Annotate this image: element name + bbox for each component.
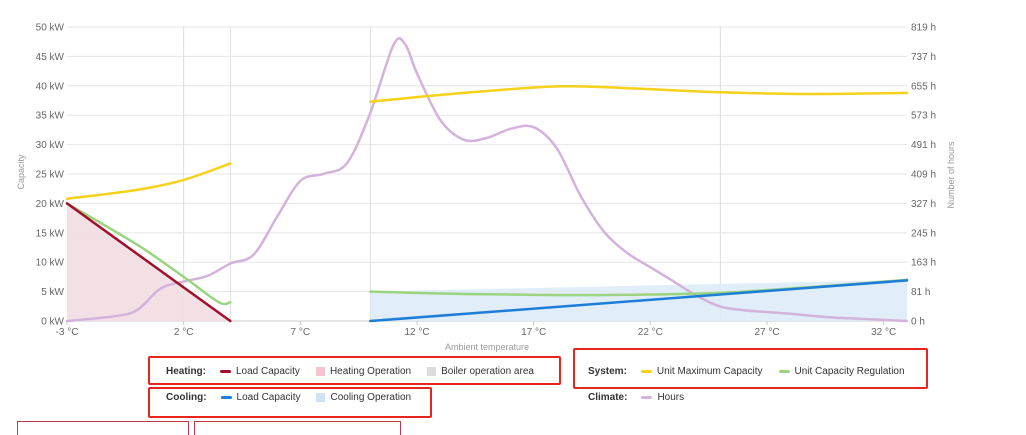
cooling-load-swatch bbox=[220, 396, 232, 399]
legend-heating-title: Heating: bbox=[166, 366, 206, 377]
unit-max-swatch bbox=[640, 370, 652, 373]
y2-tick-label: 491 h bbox=[911, 140, 936, 151]
legend-cooling: Cooling: Load Capacity Cooling Operation bbox=[166, 392, 427, 403]
y-tick-label: 40 kW bbox=[36, 81, 65, 92]
y-tick-label: 25 kW bbox=[36, 170, 65, 181]
y-tick-label: 45 kW bbox=[36, 52, 65, 63]
x-tick-label: 7 °C bbox=[291, 327, 311, 338]
legend-cooling-load-label: Load Capacity bbox=[236, 392, 301, 403]
capacity-chart: 0 kW 0 h 5 kW 81 h 10 kW 163 h 15 kW 245 h 20 kW… bbox=[16, 23, 956, 353]
cooling-load-line bbox=[369, 279, 909, 323]
x-axis-title: Ambient temperature bbox=[445, 342, 529, 352]
bottom-panel-left bbox=[17, 421, 189, 435]
y2-axis-title: Number of hours bbox=[946, 141, 956, 209]
legend-heating: Heating: Load Capacity Heating Operation… bbox=[166, 366, 550, 377]
heating-operation-swatch bbox=[315, 367, 325, 376]
x-tick-label: 27 °C bbox=[754, 327, 779, 338]
heating-load-swatch bbox=[220, 370, 231, 373]
legend-climate: Climate: Hours bbox=[588, 392, 700, 403]
y-tick-label: 30 kW bbox=[36, 140, 65, 151]
hours-line bbox=[65, 37, 909, 323]
axes: 0 kW 0 h 5 kW 81 h 10 kW 163 h 15 kW 245 h 20 kW… bbox=[36, 23, 936, 339]
x-tick-label: 22 °C bbox=[638, 327, 663, 338]
legend-cooling-operation-label: Cooling Operation bbox=[330, 392, 412, 403]
legend-unit-max[interactable]: Unit Maximum Capacity bbox=[640, 366, 763, 377]
grid-lines bbox=[67, 26, 907, 322]
y-axis-title: Capacity bbox=[16, 154, 26, 190]
y2-tick-label: 737 h bbox=[911, 52, 936, 63]
y-tick-label: 0 kW bbox=[41, 317, 64, 328]
heating-legend-highlight bbox=[148, 356, 561, 385]
legend-cooling-title: Cooling: bbox=[166, 392, 207, 403]
y2-tick-label: 81 h bbox=[911, 287, 930, 298]
x-tick-label: 2 °C bbox=[174, 327, 194, 338]
x-tick-label: 17 °C bbox=[521, 327, 546, 338]
legend-heating-operation[interactable]: Heating Operation bbox=[315, 366, 412, 377]
y2-tick-label: 163 h bbox=[911, 258, 936, 269]
cooling-operation-swatch bbox=[316, 393, 326, 402]
y2-tick-label: 327 h bbox=[911, 199, 936, 210]
legend-system: System: Unit Maximum Capacity Unit Capac… bbox=[588, 366, 905, 377]
y2-tick-label: 655 h bbox=[911, 81, 936, 92]
y-tick-label: 15 kW bbox=[36, 228, 65, 239]
unit-max-capacity-line bbox=[369, 84, 909, 103]
legend-heating-load[interactable]: Load Capacity bbox=[220, 366, 300, 377]
x-tick-label: 32 °C bbox=[871, 327, 896, 338]
y2-tick-label: 0 h bbox=[911, 317, 925, 328]
legend-heating-load-label: Load Capacity bbox=[236, 366, 300, 377]
system-legend-highlight bbox=[573, 348, 928, 389]
legend-hours-label: Hours bbox=[657, 392, 685, 403]
y2-tick-label: 819 h bbox=[911, 23, 936, 34]
heating-load-line bbox=[65, 202, 232, 323]
x-tick-label: -3 °C bbox=[56, 327, 79, 338]
legend-climate-title: Climate: bbox=[588, 392, 628, 403]
y2-tick-label: 409 h bbox=[911, 170, 936, 181]
y-tick-label: 20 kW bbox=[36, 199, 65, 210]
hours-swatch bbox=[641, 396, 653, 399]
cooling-legend-highlight bbox=[148, 387, 432, 418]
legend-unit-max-label: Unit Maximum Capacity bbox=[656, 366, 763, 377]
y-tick-label: 10 kW bbox=[36, 258, 65, 269]
boiler-area-swatch bbox=[427, 367, 437, 376]
y2-tick-label: 245 h bbox=[911, 228, 936, 239]
y-tick-label: 50 kW bbox=[36, 23, 65, 34]
legend-cooling-operation[interactable]: Cooling Operation bbox=[316, 392, 411, 403]
unit-reg-swatch bbox=[778, 370, 790, 373]
legend-boiler-area-label: Boiler operation area bbox=[441, 366, 534, 377]
legend-hours[interactable]: Hours bbox=[641, 392, 684, 403]
legend-unit-reg-label: Unit Capacity Regulation bbox=[794, 366, 905, 377]
bottom-panel-right bbox=[194, 421, 401, 435]
unit-capacity-regulation-line bbox=[65, 202, 232, 306]
series-lines bbox=[65, 37, 909, 323]
legend-cooling-load[interactable]: Load Capacity bbox=[220, 392, 301, 403]
x-tick-label: 12 °C bbox=[404, 327, 429, 338]
legend-boiler-area[interactable]: Boiler operation area bbox=[427, 366, 534, 377]
legend-heating-operation-label: Heating Operation bbox=[329, 366, 412, 377]
legend-unit-reg[interactable]: Unit Capacity Regulation bbox=[778, 366, 905, 377]
unit-max-capacity-line bbox=[65, 162, 232, 200]
legend-system-title: System: bbox=[588, 366, 627, 377]
y2-tick-label: 573 h bbox=[911, 111, 936, 122]
y-tick-label: 35 kW bbox=[36, 111, 65, 122]
y-tick-label: 5 kW bbox=[41, 287, 64, 298]
